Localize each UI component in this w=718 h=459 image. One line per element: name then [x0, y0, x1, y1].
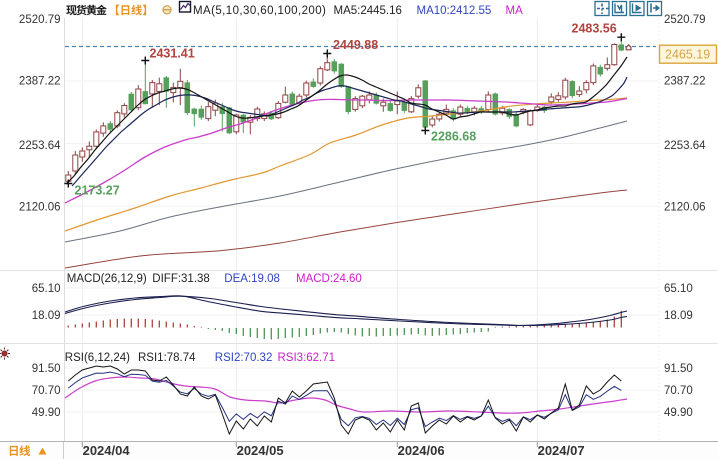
svg-text:MA: MA — [506, 5, 524, 17]
svg-text:49.90: 49.90 — [664, 407, 693, 419]
svg-text:RSI3:62.71: RSI3:62.71 — [278, 352, 336, 364]
svg-text:2024/06: 2024/06 — [398, 443, 445, 458]
svg-text:49.90: 49.90 — [32, 407, 61, 419]
svg-text:2173.27: 2173.27 — [75, 184, 120, 198]
svg-text:RSI(6,12,24): RSI(6,12,24) — [65, 352, 130, 364]
svg-text:65.10: 65.10 — [32, 283, 61, 295]
svg-text:2465.19: 2465.19 — [665, 48, 710, 62]
svg-text:2024/04: 2024/04 — [83, 443, 131, 458]
svg-text:2520.79: 2520.79 — [19, 14, 61, 26]
svg-text:2431.41: 2431.41 — [150, 47, 195, 61]
svg-text:MA10:2412.55: MA10:2412.55 — [417, 5, 492, 17]
svg-text:18.09: 18.09 — [32, 310, 61, 322]
svg-text:MACD:24.60: MACD:24.60 — [296, 273, 362, 285]
svg-text:2253.64: 2253.64 — [664, 140, 706, 152]
svg-text:91.50: 91.50 — [664, 363, 693, 375]
svg-text:70.70: 70.70 — [32, 385, 61, 397]
svg-text:2449.88: 2449.88 — [333, 38, 378, 52]
svg-text:2483.56: 2483.56 — [572, 22, 617, 36]
svg-text:2024/05: 2024/05 — [237, 443, 284, 458]
svg-text:2286.68: 2286.68 — [431, 130, 476, 144]
svg-text:65.10: 65.10 — [664, 283, 693, 295]
svg-text:2024/07: 2024/07 — [538, 443, 585, 458]
svg-text:2387.22: 2387.22 — [664, 76, 706, 88]
svg-text:RSI2:70.32: RSI2:70.32 — [215, 352, 273, 364]
svg-text:MA5:2445.16: MA5:2445.16 — [334, 5, 402, 17]
svg-text:2520.79: 2520.79 — [664, 14, 706, 26]
svg-text:DEA:19.08: DEA:19.08 — [224, 273, 280, 285]
svg-text:2120.06: 2120.06 — [664, 202, 706, 214]
svg-text:2387.22: 2387.22 — [19, 76, 61, 88]
svg-text:70.70: 70.70 — [664, 385, 693, 397]
svg-text:MACD(26,12,9): MACD(26,12,9) — [67, 273, 147, 285]
svg-text:RSI1:78.74: RSI1:78.74 — [138, 352, 196, 364]
svg-text:MA(5,10,30,60,100,200): MA(5,10,30,60,100,200) — [193, 5, 326, 17]
svg-text:DIFF:31.38: DIFF:31.38 — [152, 273, 210, 285]
svg-text:2120.06: 2120.06 — [19, 202, 61, 214]
svg-text:91.50: 91.50 — [32, 363, 61, 375]
svg-text:18.09: 18.09 — [664, 310, 693, 322]
svg-text:2253.64: 2253.64 — [19, 140, 61, 152]
